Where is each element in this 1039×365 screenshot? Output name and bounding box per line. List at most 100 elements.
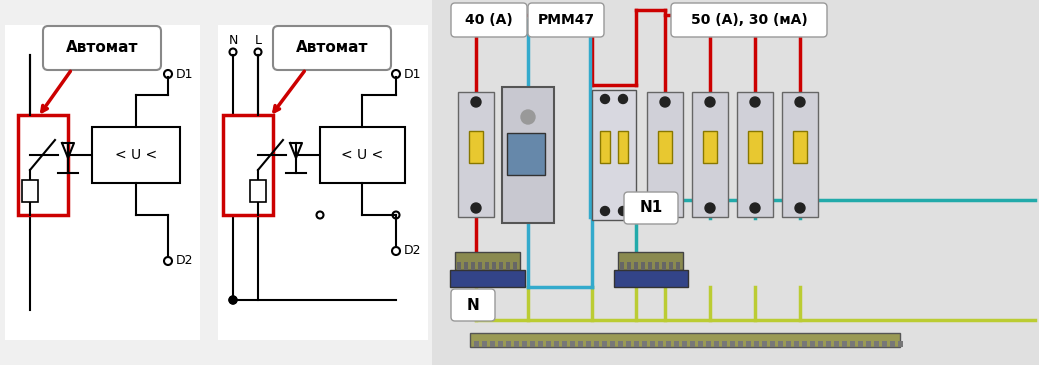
Circle shape <box>601 95 610 104</box>
Bar <box>778 341 783 347</box>
Bar <box>602 341 607 347</box>
Text: L: L <box>255 34 262 46</box>
Bar <box>793 131 807 163</box>
Bar <box>690 341 695 347</box>
Bar <box>662 262 666 270</box>
Bar <box>614 270 688 287</box>
Bar <box>666 341 671 347</box>
Bar <box>513 262 517 270</box>
Bar <box>785 341 791 347</box>
Bar <box>650 341 655 347</box>
Bar <box>554 341 559 347</box>
Bar <box>547 341 551 347</box>
Bar <box>703 131 717 163</box>
Bar <box>469 131 483 163</box>
Bar <box>499 262 503 270</box>
Bar <box>5 25 199 340</box>
Bar <box>770 341 775 347</box>
Bar <box>746 341 751 347</box>
Bar <box>858 341 863 347</box>
Bar <box>738 341 743 347</box>
Bar <box>655 262 659 270</box>
Bar <box>669 262 673 270</box>
Bar <box>507 133 545 175</box>
Circle shape <box>521 110 535 124</box>
Bar <box>698 341 703 347</box>
Bar <box>627 262 631 270</box>
Bar <box>620 262 624 270</box>
Bar <box>594 341 600 347</box>
Bar <box>522 341 527 347</box>
Circle shape <box>750 203 760 213</box>
Bar <box>618 341 623 347</box>
Bar <box>432 0 1039 365</box>
FancyBboxPatch shape <box>451 3 527 37</box>
Bar <box>834 341 840 347</box>
Bar <box>826 341 831 347</box>
Bar <box>618 131 628 163</box>
Circle shape <box>660 203 670 213</box>
Bar <box>482 341 487 347</box>
Bar <box>641 262 645 270</box>
Bar <box>470 333 900 347</box>
Circle shape <box>750 97 760 107</box>
Bar <box>748 131 762 163</box>
Bar <box>570 341 575 347</box>
Bar <box>464 262 468 270</box>
Text: < U <: < U < <box>115 148 157 162</box>
Text: Автомат: Автомат <box>65 41 138 55</box>
Bar <box>890 341 895 347</box>
Bar <box>578 341 583 347</box>
Bar <box>586 341 591 347</box>
Bar <box>634 341 639 347</box>
Bar <box>898 341 903 347</box>
Text: D1: D1 <box>176 68 193 81</box>
Bar <box>810 341 815 347</box>
Bar <box>490 341 495 347</box>
Text: D2: D2 <box>176 254 193 268</box>
Circle shape <box>618 207 628 215</box>
Bar <box>762 341 767 347</box>
Circle shape <box>705 97 715 107</box>
Bar <box>754 341 760 347</box>
Bar <box>218 25 428 340</box>
FancyBboxPatch shape <box>273 26 391 70</box>
Bar <box>674 341 680 347</box>
Bar <box>457 262 461 270</box>
Text: РММ47: РММ47 <box>537 13 594 27</box>
Bar <box>592 90 636 220</box>
Bar <box>498 341 503 347</box>
FancyBboxPatch shape <box>43 26 161 70</box>
Bar <box>730 341 735 347</box>
Bar <box>874 341 879 347</box>
Bar <box>474 341 479 347</box>
Bar <box>506 262 510 270</box>
Bar <box>455 252 520 270</box>
Bar <box>530 341 535 347</box>
Bar <box>538 341 543 347</box>
Text: 40 (А): 40 (А) <box>465 13 513 27</box>
Text: N: N <box>467 297 479 312</box>
FancyBboxPatch shape <box>624 192 678 224</box>
Text: 50 (А), 30 (мА): 50 (А), 30 (мА) <box>691 13 807 27</box>
Bar <box>492 262 496 270</box>
Bar <box>802 341 807 347</box>
Bar <box>92 127 180 183</box>
Bar <box>450 270 525 287</box>
Bar <box>471 262 475 270</box>
Bar <box>610 341 615 347</box>
Bar <box>682 341 687 347</box>
Bar <box>794 341 799 347</box>
Bar <box>647 92 683 217</box>
Bar <box>250 180 266 202</box>
Bar <box>714 341 719 347</box>
Bar <box>514 341 520 347</box>
Circle shape <box>471 203 481 213</box>
Circle shape <box>618 95 628 104</box>
Bar <box>600 131 610 163</box>
Bar <box>478 262 482 270</box>
FancyBboxPatch shape <box>528 3 604 37</box>
Bar <box>737 92 773 217</box>
Circle shape <box>795 97 805 107</box>
Bar <box>485 262 489 270</box>
